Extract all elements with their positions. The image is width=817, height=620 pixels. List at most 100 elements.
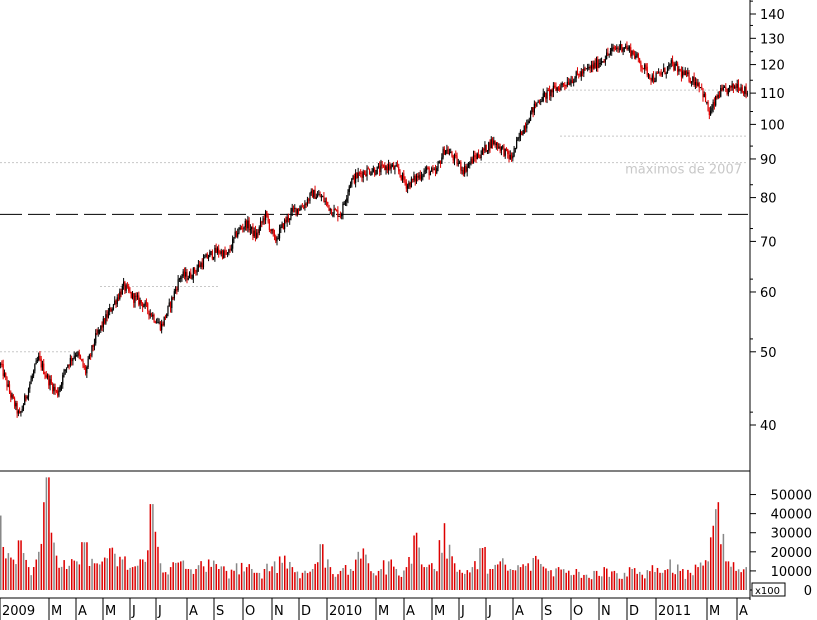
candle-body [182, 271, 184, 277]
volume-bar [433, 569, 436, 590]
volume-bar [527, 563, 529, 590]
candle-body [8, 384, 11, 393]
candle-body [245, 220, 248, 229]
volume-bars [0, 477, 747, 590]
volume-bar [106, 558, 109, 590]
candle-body [0, 363, 2, 366]
candle-body [161, 323, 163, 331]
candle-body [569, 83, 571, 85]
volume-bar [578, 571, 580, 590]
candle-body [509, 154, 511, 160]
volume-bar [230, 569, 233, 590]
volume-bar [410, 563, 413, 590]
volume-bar [286, 568, 289, 590]
candle-body [661, 71, 664, 75]
volume-bar [606, 568, 608, 590]
candle-body [261, 221, 263, 223]
candle-body [384, 165, 386, 170]
volume-bar [48, 477, 50, 590]
candle-body [270, 229, 272, 231]
candle-body [54, 386, 56, 391]
volume-bar [385, 574, 387, 590]
volume-bar [524, 565, 527, 590]
candle-body [68, 364, 70, 366]
volume-bar [372, 573, 375, 590]
candle-body [194, 268, 196, 272]
candle-body [347, 191, 349, 199]
candle-body [365, 174, 367, 177]
month-label: J [131, 604, 136, 619]
candle-body [480, 154, 482, 159]
candle-body [36, 360, 38, 362]
candle-body [668, 65, 670, 67]
volume-tick-label: 0 [804, 584, 812, 599]
volume-bar [349, 569, 352, 590]
volume-bar [20, 540, 22, 590]
candle-body [721, 87, 723, 91]
volume-bar [322, 544, 324, 590]
candle-body [470, 158, 472, 164]
candle-body [523, 126, 525, 134]
volume-bar [314, 563, 316, 590]
volume-bar [590, 579, 593, 590]
candle-body [718, 94, 721, 97]
volume-bar [504, 564, 507, 590]
candle-body [2, 364, 4, 376]
candle-body [201, 262, 203, 268]
candle-body [464, 166, 466, 175]
candle-body [710, 110, 712, 115]
candle-body [716, 96, 718, 98]
candle-body [646, 66, 648, 76]
candle-body [43, 363, 45, 374]
candle-body [266, 211, 268, 217]
volume-bar [327, 559, 329, 590]
candle-body [379, 166, 381, 173]
candle-body [502, 146, 504, 148]
volume-bar [111, 547, 114, 590]
candle-body [280, 226, 282, 229]
candle-body [220, 251, 222, 254]
volume-bar [413, 535, 415, 590]
candle-body [588, 67, 590, 69]
volume-bar [30, 575, 32, 590]
volume-bar [0, 515, 2, 590]
volume-bar [644, 578, 646, 590]
volume-bar [458, 569, 461, 590]
candle-body [606, 52, 608, 60]
volume-bar [344, 565, 347, 590]
candle-body [390, 166, 392, 169]
volume-bar [611, 571, 613, 590]
candle-body [21, 409, 23, 412]
candle-body [171, 297, 173, 309]
candle-body [399, 171, 401, 176]
candle-body [16, 403, 18, 414]
candle-body [404, 179, 406, 183]
candle-body [128, 286, 130, 291]
volume-bar [707, 561, 709, 590]
candle-body [287, 216, 290, 221]
candle-body [635, 55, 637, 58]
candle-body [318, 194, 320, 196]
volume-bar [491, 569, 494, 590]
candle-body [537, 101, 539, 103]
volume-bar [35, 559, 38, 590]
candle-body [244, 220, 246, 228]
candle-body [701, 87, 703, 89]
candle-body [126, 285, 129, 287]
candle-body [627, 47, 629, 50]
candle-body [117, 297, 120, 299]
candle-body [45, 375, 47, 378]
price-candles [0, 40, 748, 418]
candle-body [258, 227, 260, 234]
month-label: 2009 [2, 604, 35, 619]
candle-body [281, 223, 283, 227]
volume-bar [5, 558, 7, 590]
price-tick-label: 80 [760, 192, 777, 207]
candle-body [351, 178, 353, 185]
candle-body [186, 271, 188, 280]
candle-body [592, 64, 594, 69]
candle-body [282, 223, 284, 229]
candle-body [391, 165, 393, 167]
month-label: A [189, 604, 198, 619]
volume-bar [88, 565, 91, 590]
